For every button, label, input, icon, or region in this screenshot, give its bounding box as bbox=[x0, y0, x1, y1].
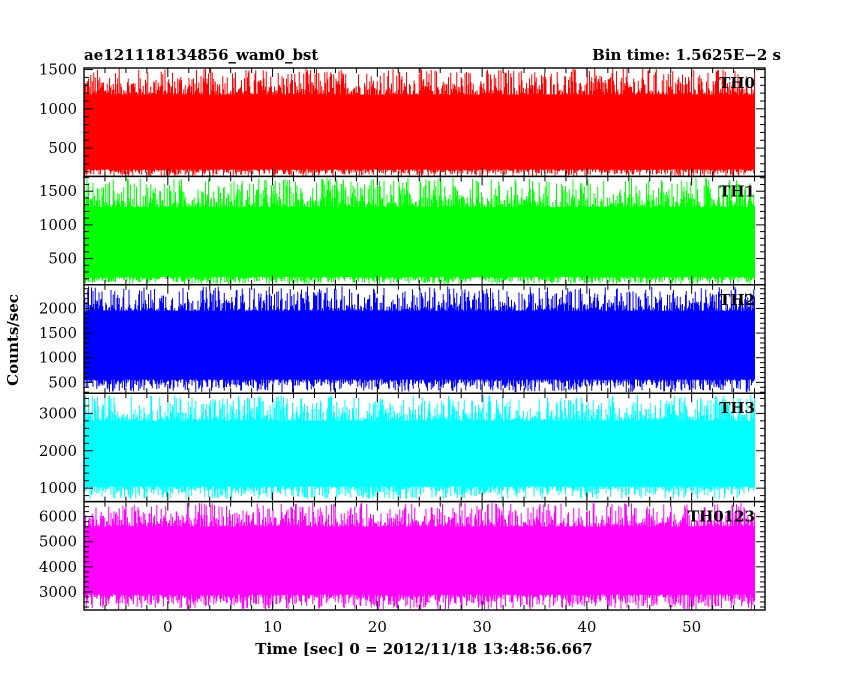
bin-time-label: Bin time: 1.5625E−2 s bbox=[592, 46, 781, 64]
y-tick-label: 1500 bbox=[39, 182, 77, 200]
panel-th1: 500 1000 1500 TH1 bbox=[39, 175, 766, 286]
series-line-th2 bbox=[83, 286, 755, 393]
panel-label-th3: TH3 bbox=[719, 399, 755, 417]
y-tick-label: 2000 bbox=[39, 442, 77, 460]
x-tick-label: 0 bbox=[163, 618, 173, 636]
series-line-th3 bbox=[83, 394, 755, 500]
panel-th2: 500 1000 1500 2000 TH2 bbox=[39, 284, 766, 394]
y-tick-label: 3000 bbox=[39, 583, 77, 601]
panel-label-th2: TH2 bbox=[719, 291, 755, 309]
y-tick-label: 1500 bbox=[39, 324, 77, 342]
y-tick-label: 500 bbox=[48, 139, 77, 157]
x-tick-label: 30 bbox=[473, 618, 492, 636]
series-line-th1 bbox=[83, 177, 755, 285]
x-tick-label: 20 bbox=[368, 618, 387, 636]
panel-label-th1: TH1 bbox=[719, 182, 755, 200]
y-tick-label: 3000 bbox=[39, 404, 77, 422]
y-tick-label: 1000 bbox=[39, 216, 77, 234]
x-tick-label: 40 bbox=[577, 618, 596, 636]
panel-frame bbox=[83, 500, 766, 611]
y-tick-label: 1000 bbox=[39, 349, 77, 367]
y-tick-label: 1500 bbox=[39, 61, 77, 79]
y-tick-label: 1000 bbox=[39, 479, 77, 497]
x-axis-label: Time [sec] 0 = 2012/11/18 13:48:56.667 bbox=[255, 640, 592, 658]
series-line-th0123 bbox=[83, 502, 755, 610]
y-tick-label: 5000 bbox=[39, 533, 77, 551]
y-tick-label: 1000 bbox=[39, 100, 77, 118]
panel-th3: 1000 2000 3000 TH3 bbox=[39, 392, 766, 503]
x-tick-label: 50 bbox=[682, 618, 701, 636]
y-tick-label: 4000 bbox=[39, 558, 77, 576]
panel-th0123: 3000 4000 5000 6000 TH0123 bbox=[39, 500, 766, 611]
panel-th0: 500 1000 1500 TH0 bbox=[39, 61, 766, 178]
panel-label-th0: TH0 bbox=[719, 74, 755, 92]
y-tick-label: 500 bbox=[48, 250, 77, 268]
panel-label-th0123: TH0123 bbox=[688, 508, 755, 526]
series-line-th0 bbox=[83, 68, 755, 177]
y-axis-label: Counts/sec bbox=[4, 294, 22, 386]
plot-title: ae121118134856_wam0_bst bbox=[84, 46, 318, 64]
y-tick-label: 2000 bbox=[39, 299, 77, 317]
y-tick-label: 500 bbox=[48, 373, 77, 391]
y-tick-label: 6000 bbox=[39, 508, 77, 526]
x-tick-label: 10 bbox=[263, 618, 282, 636]
